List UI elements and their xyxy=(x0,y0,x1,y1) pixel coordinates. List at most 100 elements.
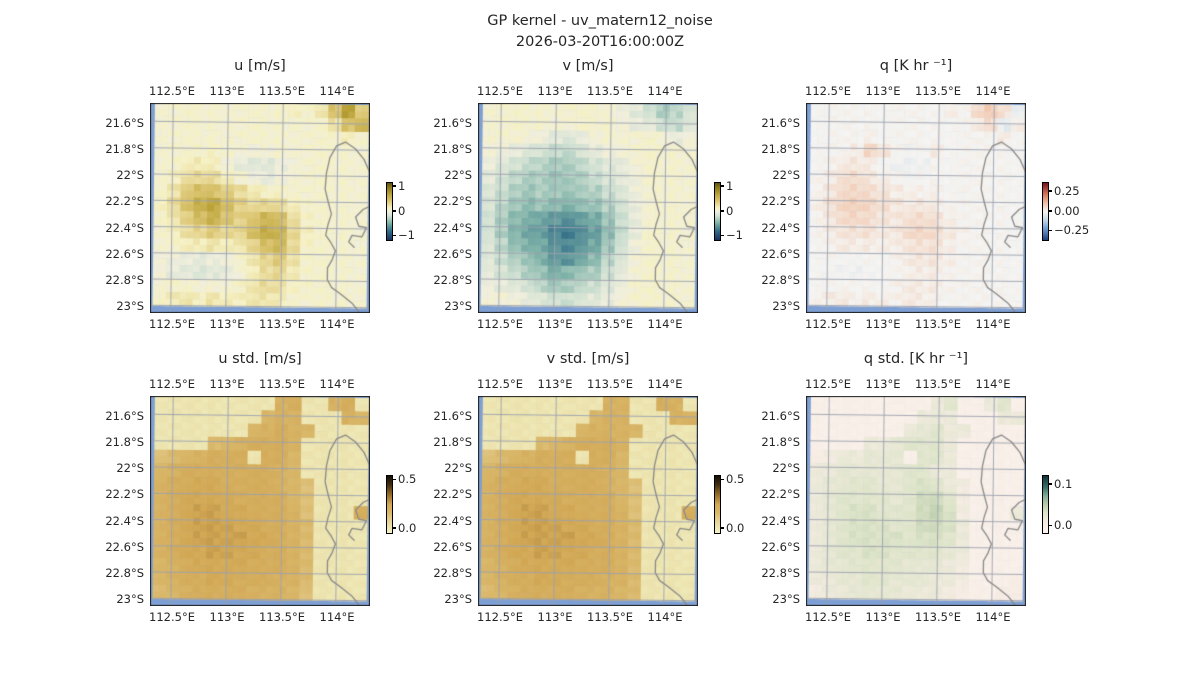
x-tick-label: 113.5°E xyxy=(915,610,961,624)
colorbar-tick-label: 0.5 xyxy=(398,472,417,487)
y-tick-label: 22.4°S xyxy=(761,220,800,235)
x-tick-label: 112.5°E xyxy=(805,610,851,624)
map-canvas-q_std xyxy=(806,396,1026,606)
colorbar-tick-label: 0 xyxy=(398,203,406,218)
y-tick-label: 22.4°S xyxy=(105,513,144,528)
x-tick-label: 112.5°E xyxy=(149,610,195,624)
map-canvas-u_std xyxy=(150,396,370,606)
panel-title-v: v [m/s] xyxy=(562,58,614,74)
y-tick-label: 22.2°S xyxy=(761,194,800,209)
y-tick-label: 22°S xyxy=(772,168,800,183)
x-tick-label: 113°E xyxy=(209,84,245,98)
x-tick-label: 113°E xyxy=(537,377,573,391)
colorbar-tick-label: 0.1 xyxy=(1054,476,1073,491)
y-tick-label: 22.8°S xyxy=(433,273,472,288)
x-tick-label: 114°E xyxy=(975,377,1011,391)
panel-title-q: q [K hr ⁻¹] xyxy=(879,58,953,74)
colorbar-gradient-v xyxy=(714,182,721,241)
x-tick-label: 113.5°E xyxy=(587,610,633,624)
y-tick-label: 21.8°S xyxy=(761,434,800,449)
colorbar-gradient-v_std xyxy=(714,475,721,534)
y-tick-label: 21.6°S xyxy=(761,115,800,130)
y-tick-label: 22.8°S xyxy=(761,566,800,581)
panel-title-v_std: v std. [m/s] xyxy=(546,351,630,367)
y-tick-label: 21.6°S xyxy=(433,115,472,130)
colorbar-tick-label: 0 xyxy=(726,203,734,218)
map-canvas-v xyxy=(478,103,698,313)
x-tick-label: 113°E xyxy=(209,317,245,331)
y-tick-label: 22°S xyxy=(116,461,144,476)
x-tick-label: 113.5°E xyxy=(587,317,633,331)
colorbar-v: 1 0 −1 xyxy=(714,179,760,243)
y-tick-label: 22.6°S xyxy=(105,539,144,554)
x-tick-label: 113.5°E xyxy=(587,377,633,391)
y-tick-label: 23°S xyxy=(444,299,472,314)
y-tick-label: 22°S xyxy=(116,168,144,183)
x-tick-label: 113°E xyxy=(865,610,901,624)
colorbar-tick xyxy=(393,185,396,187)
y-tick-label: 21.6°S xyxy=(105,115,144,130)
x-tick-label: 114°E xyxy=(319,317,355,331)
colorbar-u_std: 0.5 0.0 xyxy=(386,472,432,535)
x-tick-label: 113°E xyxy=(209,377,245,391)
x-tick-label: 114°E xyxy=(647,610,683,624)
y-tick-label: 23°S xyxy=(444,592,472,607)
y-tick-label: 22.4°S xyxy=(105,220,144,235)
colorbar-gradient-q xyxy=(1042,182,1049,241)
y-tick-label: 22.4°S xyxy=(433,220,472,235)
y-tick-label: 23°S xyxy=(772,299,800,314)
x-tick-label: 114°E xyxy=(319,377,355,391)
y-tick-label: 23°S xyxy=(116,592,144,607)
x-tick-label: 114°E xyxy=(647,377,683,391)
y-tick-label: 22.6°S xyxy=(105,246,144,261)
x-tick-label: 113.5°E xyxy=(587,84,633,98)
colorbar-tick xyxy=(1049,524,1052,527)
x-tick-label: 112.5°E xyxy=(805,84,851,98)
y-tick-label: 22.8°S xyxy=(105,566,144,581)
x-tick-label: 114°E xyxy=(647,317,683,331)
colorbar-tick xyxy=(721,185,724,187)
y-tick-label: 23°S xyxy=(772,592,800,607)
colorbar-tick xyxy=(721,527,724,529)
y-tick-label: 22.4°S xyxy=(761,513,800,528)
x-tick-label: 114°E xyxy=(975,317,1011,331)
y-tick-label: 22°S xyxy=(444,168,472,183)
y-tick-label: 22.6°S xyxy=(433,539,472,554)
panel-title-u_std: u std. [m/s] xyxy=(218,351,302,367)
colorbar-v_std: 0.5 0.0 xyxy=(714,472,760,535)
y-tick-label: 21.8°S xyxy=(105,434,144,449)
x-tick-label: 112.5°E xyxy=(805,317,851,331)
x-tick-label: 114°E xyxy=(975,84,1011,98)
colorbar-tick-label: 0.00 xyxy=(1054,203,1080,218)
x-tick-label: 112.5°E xyxy=(149,84,195,98)
colorbar-gradient-u xyxy=(386,182,393,241)
map-canvas-v_std xyxy=(478,396,698,606)
figure-title: GP kernel - uv_matern12_noise 2026-03-20… xyxy=(0,11,1200,53)
colorbar-tick xyxy=(1049,210,1052,212)
y-tick-label: 22.8°S xyxy=(105,273,144,288)
y-tick-label: 22.6°S xyxy=(761,539,800,554)
colorbar-tick-label: 0.25 xyxy=(1054,183,1080,198)
colorbar-tick xyxy=(721,478,724,481)
x-tick-label: 114°E xyxy=(319,610,355,624)
colorbar-tick xyxy=(393,210,396,212)
map-canvas-u xyxy=(150,103,370,313)
colorbar-tick xyxy=(393,478,396,481)
x-tick-label: 113°E xyxy=(537,317,573,331)
y-tick-label: 21.8°S xyxy=(433,141,472,156)
colorbar-tick-label: 0.5 xyxy=(726,472,745,487)
colorbar-tick-label: −0.25 xyxy=(1054,223,1090,238)
colorbar-gradient-u_std xyxy=(386,475,393,534)
colorbar-gradient-q_std xyxy=(1042,475,1049,534)
y-tick-label: 21.6°S xyxy=(761,408,800,423)
x-tick-label: 112.5°E xyxy=(477,317,523,331)
x-tick-label: 113.5°E xyxy=(915,317,961,331)
colorbar-q_std: 0.1 0.0 xyxy=(1042,475,1088,534)
y-tick-label: 21.8°S xyxy=(105,141,144,156)
colorbar-q: 0.25 0.00 −0.25 xyxy=(1042,182,1090,241)
colorbar-tick xyxy=(393,234,396,237)
y-tick-label: 22.2°S xyxy=(433,487,472,502)
y-tick-label: 21.8°S xyxy=(761,141,800,156)
colorbar-tick-label: −1 xyxy=(726,228,743,243)
y-tick-label: 22.6°S xyxy=(433,246,472,261)
